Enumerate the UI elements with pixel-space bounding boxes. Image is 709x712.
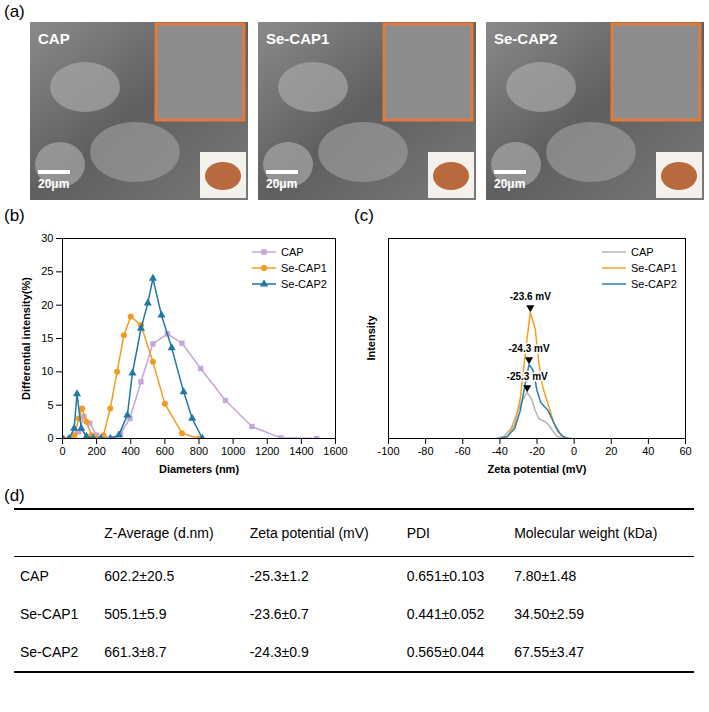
svg-text:1400: 1400 <box>289 445 313 457</box>
html-text:CAP: CAP <box>20 568 49 584</box>
html-text:505.1±5.9: 505.1±5.9 <box>104 606 167 622</box>
svg-text:800: 800 <box>190 445 208 457</box>
svg-text:1000: 1000 <box>221 445 245 457</box>
html-text:-24.3±0.9: -24.3±0.9 <box>249 644 309 660</box>
svg-text:1600: 1600 <box>323 445 347 457</box>
svg-text:CAP: CAP <box>38 30 70 47</box>
svg-text:-100: -100 <box>377 445 399 457</box>
html-text:-23.6±0.7: -23.6±0.7 <box>249 606 309 622</box>
html-text:CAP: CAP <box>281 246 304 258</box>
html-text:Intensity: Intensity <box>364 315 377 361</box>
html-text:Z-Average (d.nm): Z-Average (d.nm) <box>104 525 214 541</box>
svg-text:-60: -60 <box>455 445 471 457</box>
html-text:0.441±0.052: 0.441±0.052 <box>406 606 485 622</box>
svg-text:0: 0 <box>47 432 53 444</box>
html-text:0.651±0.103: 0.651±0.103 <box>406 568 485 584</box>
svg-text:-40: -40 <box>492 445 508 457</box>
html-text:Se-CAP2: Se-CAP2 <box>281 278 327 290</box>
svg-text:20μm: 20μm <box>266 177 297 191</box>
svg-text:15: 15 <box>41 332 53 344</box>
html-text:34.50±2.59: 34.50±2.59 <box>514 606 585 622</box>
html-text:CAP: CAP <box>631 246 654 258</box>
svg-text:20μm: 20μm <box>38 177 69 191</box>
html-text:-25.3±1.2: -25.3±1.2 <box>249 568 309 584</box>
svg-text:20: 20 <box>41 299 53 311</box>
svg-text:200: 200 <box>87 445 105 457</box>
svg-text:40: 40 <box>642 445 654 457</box>
svg-text:60: 60 <box>679 445 691 457</box>
svg-text:600: 600 <box>156 445 174 457</box>
html-text:(b): (b) <box>4 206 25 225</box>
svg-text:-24.3 mV: -24.3 mV <box>508 343 549 354</box>
html-text:Molecular weight (kDa): Molecular weight (kDa) <box>514 525 658 541</box>
svg-text:Se-CAP1: Se-CAP1 <box>266 30 329 47</box>
html-text:Se-CAP1: Se-CAP1 <box>281 262 327 274</box>
html-text:Se-CAP2: Se-CAP2 <box>631 278 677 290</box>
html-text:602.2±20.5: 602.2±20.5 <box>104 568 175 584</box>
svg-text:400: 400 <box>122 445 140 457</box>
svg-text:Diameters (nm): Diameters (nm) <box>159 463 239 475</box>
svg-text:1200: 1200 <box>255 445 279 457</box>
svg-text:30: 30 <box>41 232 53 244</box>
svg-text:20: 20 <box>605 445 617 457</box>
svg-text:Se-CAP2: Se-CAP2 <box>494 30 557 47</box>
html-text:Zeta potential (mV): Zeta potential (mV) <box>249 525 369 541</box>
svg-text:Zeta potential (mV): Zeta potential (mV) <box>487 463 586 475</box>
html-text:(d): (d) <box>4 486 25 505</box>
svg-text:5: 5 <box>47 399 53 411</box>
html-text:PDI: PDI <box>406 525 430 541</box>
html-text:Se-CAP2: Se-CAP2 <box>20 644 79 660</box>
svg-text:0: 0 <box>571 445 577 457</box>
html-text:0.565±0.044: 0.565±0.044 <box>406 644 485 660</box>
html-text:7.80±1.48: 7.80±1.48 <box>514 568 577 584</box>
html-text:Se-CAP1: Se-CAP1 <box>20 606 79 622</box>
svg-text:-80: -80 <box>418 445 434 457</box>
html-text:(a): (a) <box>4 2 25 21</box>
svg-text:-23.6 mV: -23.6 mV <box>510 291 551 302</box>
svg-text:-25.3 mV: -25.3 mV <box>507 371 548 382</box>
html-text:67.55±3.47: 67.55±3.47 <box>514 644 585 660</box>
svg-text:20μm: 20μm <box>494 177 525 191</box>
svg-text:Differential intensity(%): Differential intensity(%) <box>20 277 32 400</box>
svg-text:-20: -20 <box>529 445 545 457</box>
svg-text:25: 25 <box>41 265 53 277</box>
html-text:661.3±8.7: 661.3±8.7 <box>104 644 167 660</box>
svg-text:10: 10 <box>41 365 53 377</box>
html-text:(c): (c) <box>354 206 374 225</box>
html-text:Se-CAP1: Se-CAP1 <box>631 262 677 274</box>
svg-text:0: 0 <box>59 445 65 457</box>
